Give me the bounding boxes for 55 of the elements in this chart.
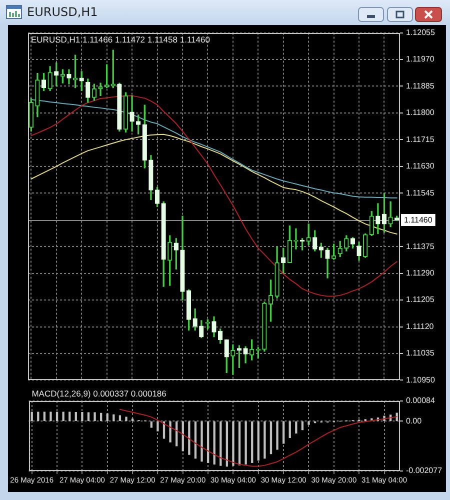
y-tick-label: 1.12055 [406,28,436,38]
bar [169,421,172,442]
bar [257,421,260,461]
y-tick-label: -0.002077 [406,466,443,476]
bar [37,412,40,421]
y-tick-label: 1.11120 [406,322,434,331]
bar [270,421,272,454]
y-tick-label: 1.11290 [406,268,435,278]
bar [220,421,222,466]
bar [43,412,46,421]
bar [226,421,228,467]
bar [308,421,310,425]
y-tick-label: 0.00 [406,416,422,426]
bar [238,421,241,466]
bar [188,421,190,455]
bar [94,412,96,421]
y-tick-label: 1.11800 [406,108,435,118]
bar [264,421,266,459]
bar [213,421,216,464]
bar [200,421,203,462]
bar [74,412,77,421]
bar [251,421,254,464]
bar [100,412,102,421]
bar [156,421,159,432]
bar [282,421,285,444]
y-tick-label: 1.11035 [406,348,435,358]
bar [56,412,58,421]
bar [232,421,234,466]
bar [118,415,122,421]
bar [62,412,64,421]
chart-subtitle: EURUSD,H1 1.11466 1.11472 1.11458 1.11460 [31,34,210,44]
y-tick-label: 1.11970 [406,54,435,64]
y-tick-label: 1.10950 [406,375,436,384]
bar [288,421,291,438]
y-tick-label: 1.11545 [406,188,435,198]
bar [50,412,52,421]
bar [276,421,278,450]
ref-line-label: 1.11460 [404,216,433,225]
y-tick-label: 1.11630 [406,162,435,171]
chart-title: MACD(12,26,9) 0.000337 0.000186 [32,388,167,399]
bar [295,421,298,434]
bar [112,414,115,421]
y-tick-label: 1.11375 [406,242,435,251]
bar [87,412,90,421]
candlestick [306,224,311,246]
chart-title: EURUSD,H1 [27,5,98,19]
y-tick-label: 1.11205 [406,295,435,304]
bar [81,412,84,421]
bar [106,413,108,421]
y-tick-label: 1.11715 [406,134,435,144]
y-tick-label: 1.11885 [406,81,435,90]
bar [125,416,128,421]
bar [68,412,71,421]
y-tick-label: 0.00084 [406,396,436,406]
bar [244,421,247,464]
